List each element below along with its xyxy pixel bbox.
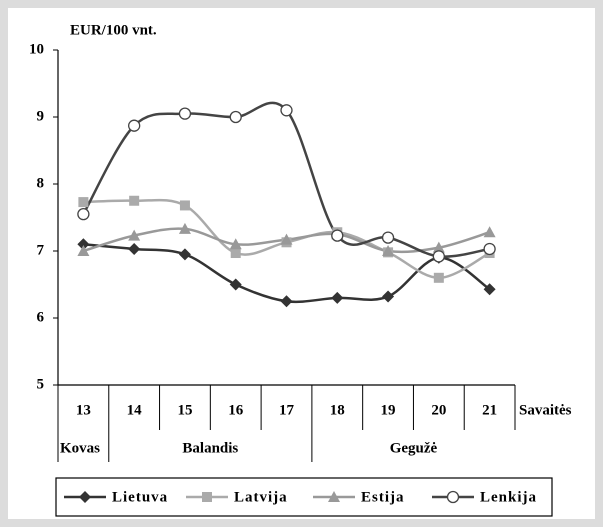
y-tick-label: 10 — [29, 41, 44, 57]
legend-label: Estija — [361, 489, 405, 505]
legend-marker — [446, 490, 460, 504]
y-tick-label: 6 — [37, 309, 45, 325]
marker — [77, 238, 90, 251]
marker — [280, 233, 293, 245]
marker — [178, 248, 191, 261]
marker — [129, 195, 140, 206]
marker — [433, 272, 444, 283]
marker — [229, 110, 242, 124]
marker — [483, 242, 496, 256]
marker — [280, 104, 293, 117]
x-tick-label: 19 — [381, 402, 396, 418]
y-tick-label: 8 — [37, 175, 45, 191]
legend-marker — [328, 491, 340, 502]
month-label: Kovas — [60, 440, 100, 456]
marker — [178, 222, 191, 234]
marker — [77, 245, 90, 256]
marker — [178, 107, 192, 120]
marker — [128, 119, 141, 132]
marker — [128, 229, 141, 241]
marker — [483, 283, 496, 296]
legend-label: Lenkija — [480, 489, 537, 505]
x-tick-label: 13 — [76, 402, 91, 418]
y-tick-label: 9 — [37, 108, 45, 124]
marker — [382, 245, 395, 256]
marker — [128, 242, 141, 255]
marker — [229, 238, 242, 250]
x-tick-label: 21 — [482, 402, 497, 418]
legend-marker — [79, 491, 91, 503]
marker — [229, 278, 242, 291]
marker — [179, 200, 190, 211]
marker — [432, 241, 445, 253]
x-tick-label: 18 — [330, 402, 345, 418]
marker — [78, 197, 89, 208]
marker — [381, 231, 395, 244]
y-tick-label: 7 — [37, 242, 45, 258]
x-axis-label: Savaitės — [519, 402, 572, 418]
month-label: Gegužė — [390, 440, 438, 456]
month-label: Balandis — [182, 440, 238, 456]
marker — [432, 250, 445, 263]
x-tick-label: 16 — [228, 402, 244, 418]
marker — [382, 290, 395, 303]
marker — [77, 207, 90, 221]
marker — [331, 291, 344, 304]
x-tick-label: 15 — [177, 402, 192, 418]
legend-box — [55, 477, 553, 517]
legend-label: Lietuva — [112, 489, 168, 505]
marker — [483, 226, 496, 238]
marker — [230, 248, 241, 259]
x-tick-label: 14 — [127, 402, 143, 418]
marker — [331, 229, 344, 242]
y-axis-label: EUR/100 vnt. — [70, 22, 157, 38]
x-tick-label: 17 — [279, 402, 295, 418]
legend-marker — [202, 492, 212, 502]
legend-label: Latvija — [234, 489, 288, 505]
marker — [280, 295, 293, 308]
y-tick-label: 5 — [37, 376, 45, 392]
panel — [8, 8, 595, 519]
x-tick-label: 20 — [431, 402, 446, 418]
